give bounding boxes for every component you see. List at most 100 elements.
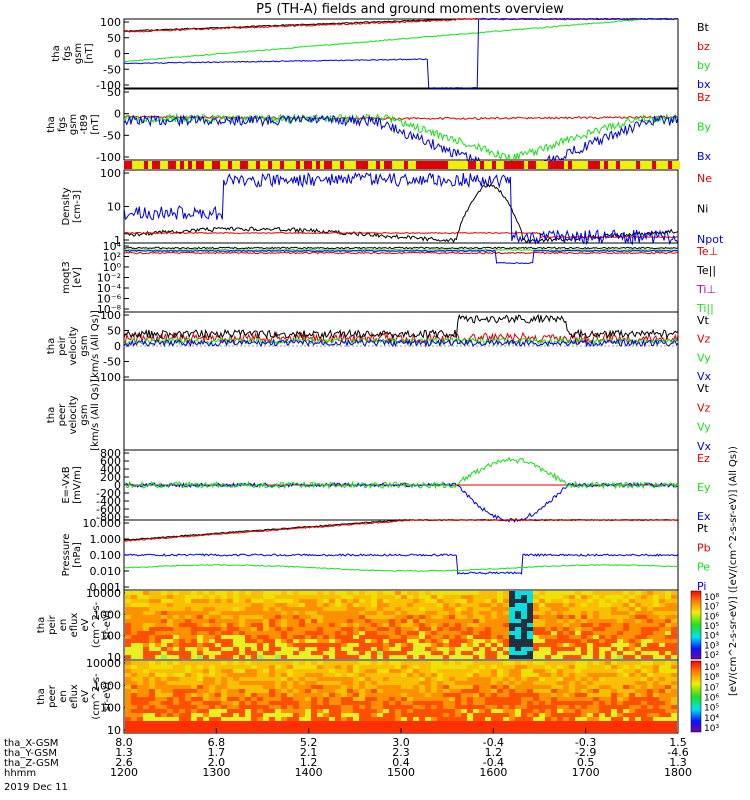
heatmap-cell (347, 607, 353, 611)
colorbar-tick: 10⁷ (704, 683, 719, 693)
heatmap-cell (425, 701, 431, 705)
heatmap-cell (293, 677, 299, 681)
heatmap-cell (299, 689, 305, 693)
heatmap-cell (371, 669, 377, 673)
heatmap-cell (131, 655, 137, 659)
heatmap-cell (155, 681, 161, 685)
heatmap-cell (497, 615, 503, 619)
heatmap-cell (419, 685, 425, 689)
heatmap-cell (209, 661, 215, 665)
heatmap-cell (305, 623, 311, 627)
heatmap-cell (365, 721, 371, 725)
heatmap-cell (449, 661, 455, 665)
heatmap-cell (275, 689, 281, 693)
heatmap-cell (467, 607, 473, 611)
heatmap-cell (587, 701, 593, 705)
heatmap-cell (155, 647, 161, 651)
y-tick-label: 100 (100, 309, 121, 322)
heatmap-cell (125, 639, 131, 643)
heatmap-cell (383, 697, 389, 701)
heatmap-cell (263, 635, 269, 639)
heatmap-cell (485, 651, 491, 655)
heatmap-cell (359, 693, 365, 697)
heatmap-cell (383, 635, 389, 639)
heatmap-cell (125, 591, 131, 595)
flag-segment (200, 161, 204, 169)
heatmap-cell (551, 619, 557, 623)
heatmap-cell (599, 693, 605, 697)
x-tick-label: -0.3 (575, 736, 596, 749)
heatmap-cell (581, 619, 587, 623)
heatmap-cell (611, 689, 617, 693)
heatmap-cell (311, 647, 317, 651)
heatmap-cell (131, 717, 137, 721)
heatmap-cell (263, 693, 269, 697)
heatmap-cell (449, 607, 455, 611)
heatmap-cell (647, 725, 653, 729)
flag-segment (204, 161, 208, 169)
flag-segment (180, 161, 184, 169)
heatmap-cell (359, 689, 365, 693)
heatmap-cell (617, 705, 623, 709)
heatmap-cell (389, 631, 395, 635)
heatmap-cell (161, 615, 167, 619)
heatmap-cell (623, 693, 629, 697)
heatmap-cell (395, 709, 401, 713)
heatmap-cell (641, 725, 647, 729)
heatmap-cell (125, 669, 131, 673)
heatmap-cell (185, 615, 191, 619)
heatmap-cell (503, 595, 509, 599)
heatmap-cell (209, 603, 215, 607)
heatmap-cell (569, 713, 575, 717)
heatmap-cell (503, 661, 509, 665)
heatmap-cell (239, 705, 245, 709)
heatmap-cell (611, 651, 617, 655)
heatmap-cell (239, 655, 245, 659)
heatmap-cell (617, 619, 623, 623)
heatmap-cell (527, 607, 533, 611)
heatmap-cell (449, 693, 455, 697)
heatmap-cell (509, 689, 515, 693)
heatmap-cell (299, 673, 305, 677)
heatmap-cell (227, 669, 233, 673)
heatmap-cell (569, 635, 575, 639)
heatmap-cell (185, 665, 191, 669)
heatmap-cell (293, 607, 299, 611)
heatmap-cell (293, 651, 299, 655)
heatmap-cell (389, 615, 395, 619)
heatmap-cell (635, 669, 641, 673)
heatmap-cell (287, 619, 293, 623)
heatmap-cell (659, 693, 665, 697)
heatmap-cell (137, 661, 143, 665)
heatmap-cell (233, 697, 239, 701)
heatmap-cell (671, 615, 677, 619)
heatmap-cell (485, 701, 491, 705)
heatmap-cell (347, 619, 353, 623)
heatmap-cell (311, 639, 317, 643)
heatmap-cell (665, 697, 671, 701)
heatmap-cell (281, 721, 287, 725)
heatmap-cell (383, 669, 389, 673)
heatmap-cell (479, 643, 485, 647)
heatmap-cell (431, 673, 437, 677)
heatmap-cell (239, 717, 245, 721)
heatmap-cell (437, 647, 443, 651)
heatmap-cell (341, 705, 347, 709)
heatmap-cell (365, 607, 371, 611)
heatmap-cell (455, 701, 461, 705)
heatmap-cell (671, 623, 677, 627)
heatmap-cell (635, 685, 641, 689)
heatmap-cell (251, 685, 257, 689)
heatmap-cell (281, 607, 287, 611)
heatmap-cell (611, 693, 617, 697)
heatmap-cell (143, 603, 149, 607)
heatmap-cell (233, 701, 239, 705)
heatmap-cell (467, 591, 473, 595)
heatmap-cell (191, 669, 197, 673)
panel-frame (123, 169, 679, 244)
heatmap-cell (671, 655, 677, 659)
heatmap-cell (647, 693, 653, 697)
y-label-line: [nPa] (72, 542, 83, 568)
heatmap-cell (431, 693, 437, 697)
heatmap-cell (197, 689, 203, 693)
